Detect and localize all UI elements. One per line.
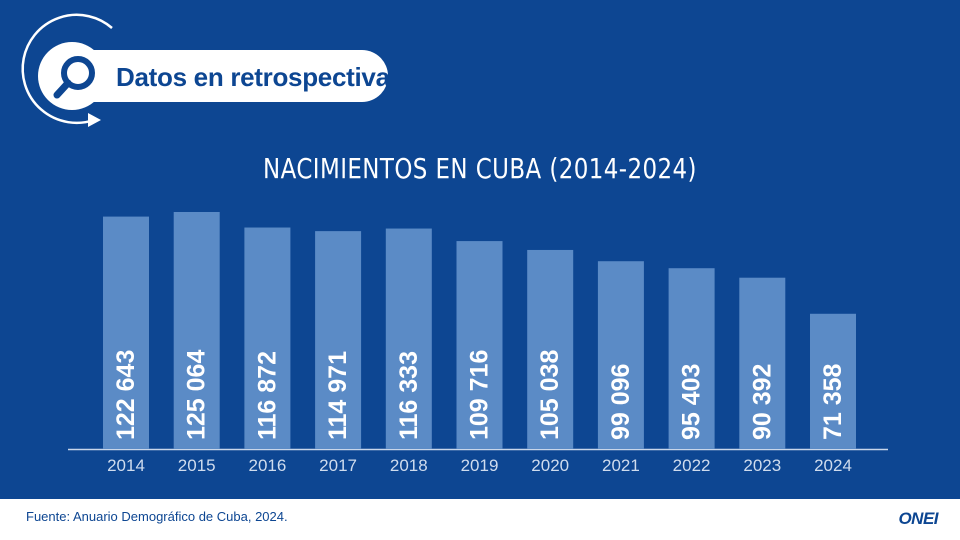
bar-2022 (668, 268, 715, 449)
bar-2024 (810, 313, 856, 449)
bar-2017 (315, 231, 362, 449)
value-label-2015: 125 064 (183, 350, 211, 440)
bar-2016 (244, 227, 291, 449)
x-tick-2015: 2015 (178, 456, 216, 475)
value-label-2022: 95 403 (678, 364, 706, 440)
x-tick-2016: 2016 (248, 456, 286, 475)
bar-chart: 122 643 2014 125 064 2015 116 872 2016 114 971… (68, 212, 888, 475)
value-label-2017: 114 971 (324, 351, 352, 440)
footer: Fuente: Anuario Demográfico de Cuba, 202… (0, 499, 960, 540)
value-label-2016: 116 872 (253, 351, 281, 440)
x-tick-2023: 2023 (743, 456, 781, 475)
source-note: Fuente: Anuario Demográfico de Cuba, 202… (26, 509, 288, 524)
badge-title: Datos en retrospectiva (116, 62, 390, 92)
value-label-2020: 105 038 (536, 350, 564, 440)
value-label-2014: 122 643 (112, 350, 140, 440)
badge-pill (66, 50, 388, 102)
bar-2021 (597, 261, 644, 449)
x-tick-2024: 2024 (814, 456, 852, 475)
x-tick-2014: 2014 (107, 456, 145, 475)
magnifier-icon (53, 56, 95, 99)
value-label-2021: 99 096 (607, 364, 635, 440)
value-label-2023: 90 392 (748, 364, 776, 440)
x-tick-2020: 2020 (531, 456, 569, 475)
x-tick-2021: 2021 (602, 456, 640, 475)
bar-2014 (103, 216, 149, 449)
bar-2018 (385, 228, 432, 449)
x-tick-2018: 2018 (390, 456, 428, 475)
onei-logo: ONEI (898, 509, 938, 528)
x-tick-2017: 2017 (319, 456, 357, 475)
value-label-2024: 71 358 (819, 363, 847, 440)
bar-2020 (527, 249, 574, 449)
value-label-2018: 116 333 (395, 351, 423, 440)
header-badge: Datos en retrospectiva (0, 0, 420, 140)
chart-title: NACIMIENTOS EN CUBA (2014-2024) (263, 152, 697, 185)
x-tick-2019: 2019 (461, 456, 499, 475)
bar-2023 (739, 277, 786, 449)
x-tick-2022: 2022 (673, 456, 711, 475)
value-label-2019: 109 716 (466, 350, 494, 440)
bar-2015 (173, 212, 220, 449)
bar-2019 (456, 241, 503, 449)
